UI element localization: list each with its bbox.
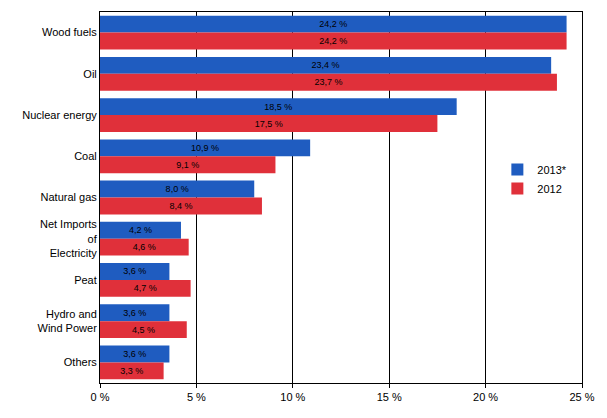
svg-text:2012: 2012: [537, 183, 561, 195]
svg-text:Net ImportsofElectricity: Net ImportsofElectricity: [40, 218, 98, 259]
svg-text:Wood fuels: Wood fuels: [42, 26, 97, 38]
svg-text:4,6 %: 4,6 %: [133, 242, 156, 252]
svg-text:Peat: Peat: [74, 274, 97, 286]
svg-text:24,2 %: 24,2 %: [319, 19, 347, 29]
svg-text:5 %: 5 %: [187, 391, 206, 403]
svg-text:3,3 %: 3,3 %: [120, 366, 143, 376]
svg-text:Coal: Coal: [74, 150, 97, 162]
svg-text:Others: Others: [64, 356, 98, 368]
svg-text:9,1 %: 9,1 %: [176, 160, 199, 170]
svg-text:Oil: Oil: [83, 68, 96, 80]
svg-text:Hydro andWind Power: Hydro andWind Power: [38, 308, 98, 334]
svg-text:4,7 %: 4,7 %: [134, 283, 157, 293]
svg-text:3,6 %: 3,6 %: [123, 349, 146, 359]
svg-text:4,5 %: 4,5 %: [132, 325, 155, 335]
svg-text:4,2 %: 4,2 %: [129, 225, 152, 235]
svg-text:3,6 %: 3,6 %: [123, 308, 146, 318]
svg-text:8,0 %: 8,0 %: [166, 184, 189, 194]
svg-text:23,4 %: 23,4 %: [312, 60, 340, 70]
svg-text:3,6 %: 3,6 %: [123, 266, 146, 276]
svg-text:Natural gas: Natural gas: [41, 191, 98, 203]
svg-text:0 %: 0 %: [91, 391, 110, 403]
svg-text:8,4 %: 8,4 %: [169, 201, 192, 211]
svg-text:24,2 %: 24,2 %: [319, 36, 347, 46]
svg-text:25 %: 25 %: [569, 391, 594, 403]
svg-text:15 %: 15 %: [377, 391, 402, 403]
svg-text:10 %: 10 %: [280, 391, 305, 403]
svg-text:23,7 %: 23,7 %: [314, 77, 342, 87]
svg-text:20 %: 20 %: [473, 391, 498, 403]
svg-text:18,5 %: 18,5 %: [264, 102, 292, 112]
svg-text:10,9 %: 10,9 %: [191, 143, 219, 153]
svg-text:17,5 %: 17,5 %: [255, 119, 283, 129]
svg-text:2013*: 2013*: [537, 164, 566, 176]
svg-text:Nuclear energy: Nuclear energy: [22, 109, 97, 121]
